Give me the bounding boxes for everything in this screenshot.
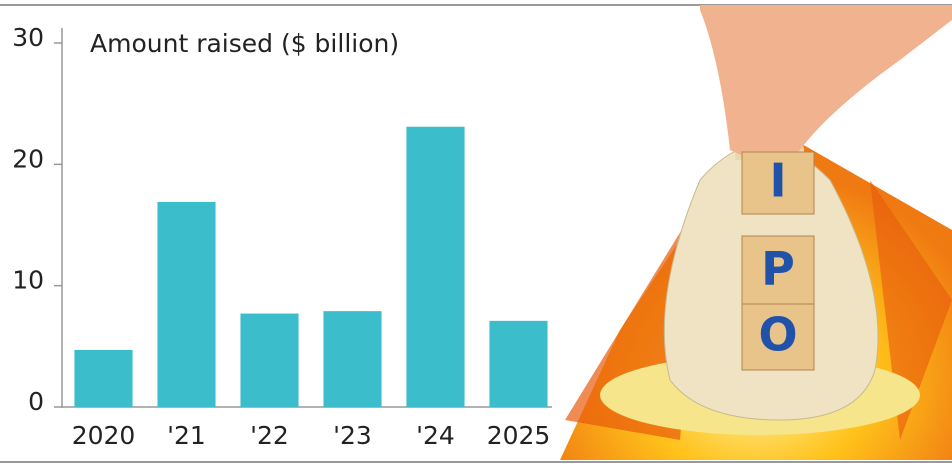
y-tick-label: 10 [12,266,44,295]
block-letter: I [769,154,786,208]
x-tick-label: '24 [416,421,455,450]
x-tick-label: '22 [250,421,289,450]
illustration: I P O [560,5,952,460]
block [741,151,815,215]
hand [700,5,952,160]
chart-title: Amount raised ($ billion) [90,29,399,58]
x-tick-label: 2020 [72,421,136,450]
block [741,235,815,305]
bar [74,349,133,407]
bar [489,320,548,407]
y-tick-label: 0 [28,387,44,416]
bar [406,126,465,407]
bar [240,313,299,407]
ray [870,180,952,440]
block [741,303,815,371]
bar [323,311,382,407]
y-tick-label: 20 [12,144,44,173]
x-tick-label: '23 [333,421,372,450]
x-tick-label: 2025 [487,421,551,450]
x-tick-label: '21 [167,421,206,450]
block-letter: O [758,308,797,362]
block-letter: P [761,242,795,296]
bar [157,201,216,407]
y-tick-label: 30 [12,23,44,52]
